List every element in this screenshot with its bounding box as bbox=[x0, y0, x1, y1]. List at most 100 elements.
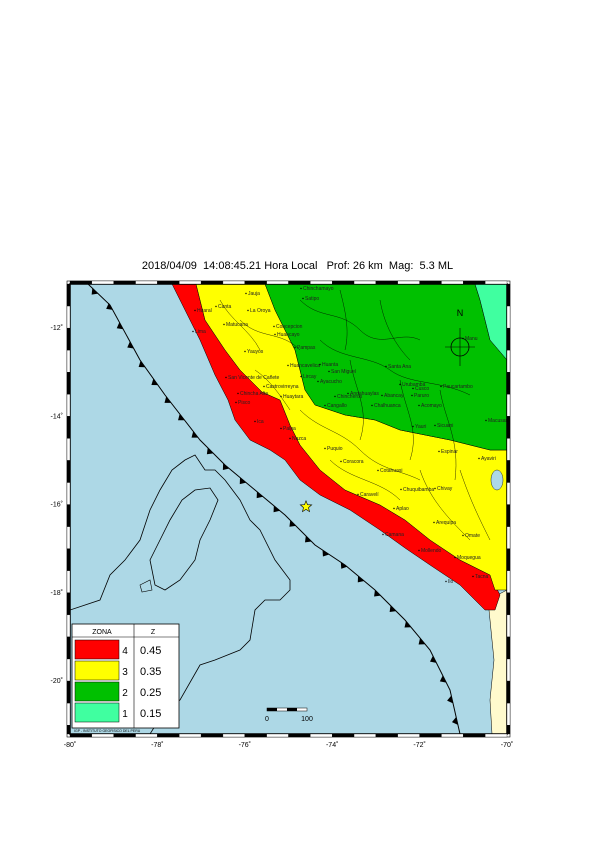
place-label: Nazca bbox=[292, 436, 306, 442]
frame-tick bbox=[506, 482, 511, 505]
place-label: Palpa bbox=[283, 426, 296, 432]
place-dot bbox=[324, 404, 326, 407]
frame-tick bbox=[353, 733, 377, 738]
place-label: Chinchamayo bbox=[303, 286, 334, 292]
x-tick-label: -78˚ bbox=[151, 741, 163, 749]
frame-tick bbox=[244, 733, 267, 738]
frame-tick bbox=[353, 280, 377, 285]
north-label: N bbox=[457, 308, 464, 318]
legend-swatch bbox=[74, 639, 120, 660]
place-dot bbox=[347, 392, 349, 395]
place-dot bbox=[438, 450, 440, 453]
place-label: Cotahuasi bbox=[380, 468, 403, 474]
frame-tick bbox=[66, 438, 71, 461]
trench-tooth bbox=[164, 396, 172, 403]
place-label: Chivay bbox=[437, 486, 453, 492]
place-label: Sicuani bbox=[437, 423, 453, 429]
frame-tick bbox=[66, 526, 71, 549]
place-dot bbox=[340, 460, 342, 463]
frame-tick bbox=[66, 305, 71, 329]
place-dot bbox=[399, 383, 401, 386]
place-dot bbox=[215, 305, 217, 308]
bathymetry-contour bbox=[70, 454, 291, 734]
frame-tick bbox=[332, 733, 355, 738]
frame-tick bbox=[266, 280, 289, 285]
place-dot bbox=[357, 493, 359, 496]
frame-tick bbox=[506, 283, 511, 307]
frame-tick bbox=[397, 733, 420, 738]
trench-tooth bbox=[404, 621, 412, 628]
place-label: Manu bbox=[465, 336, 478, 342]
trench-tooth bbox=[116, 322, 124, 330]
footer-credit: IGP - INSTITUTO GEOFISICO DEL PERU bbox=[74, 729, 141, 733]
north-arrow-icon: N bbox=[445, 308, 475, 366]
bathymetry-contour-small bbox=[139, 579, 153, 593]
legend-zone-label: 1 bbox=[122, 709, 128, 720]
frame-tick bbox=[200, 733, 224, 738]
frame-tick bbox=[66, 702, 71, 726]
place-label: Chuquibamba bbox=[403, 487, 434, 493]
place-dot bbox=[440, 385, 442, 388]
x-tick-label: -76˚ bbox=[239, 741, 251, 749]
trench-tooth bbox=[239, 477, 247, 485]
frame-tick bbox=[66, 416, 71, 439]
legend-zone-label: 2 bbox=[122, 688, 128, 699]
frame-tick bbox=[506, 394, 511, 417]
place-label: Huaytara bbox=[283, 394, 304, 400]
frame-tick bbox=[222, 280, 245, 285]
place-label: San Vicente de Cañete bbox=[228, 375, 280, 381]
frame-tick bbox=[310, 280, 333, 285]
frame-tick bbox=[157, 280, 180, 285]
frame-tick bbox=[506, 327, 511, 351]
place-label: Omate bbox=[465, 533, 480, 539]
place-dot bbox=[385, 365, 387, 368]
y-tick-label: -18˚ bbox=[51, 589, 63, 597]
trench-tooth bbox=[191, 431, 199, 438]
place-dot bbox=[225, 376, 227, 379]
frame-tick bbox=[66, 482, 71, 505]
place-label: Yauri bbox=[415, 424, 426, 430]
place-label: Mollendo bbox=[421, 548, 442, 554]
trench-tooth bbox=[178, 413, 185, 421]
place-label: Huancayo bbox=[277, 332, 300, 338]
place-label: Ayacucho bbox=[320, 379, 342, 385]
trench-tooth bbox=[340, 562, 348, 569]
place-label: Concepcion bbox=[276, 324, 303, 330]
legend-swatch bbox=[74, 660, 120, 681]
frame-tick bbox=[66, 636, 71, 660]
place-dot bbox=[377, 469, 379, 472]
legend-swatch bbox=[74, 702, 120, 723]
frame-tick bbox=[66, 350, 71, 373]
place-label: Abancay bbox=[384, 393, 404, 399]
trench-tooth bbox=[439, 675, 447, 683]
trench-tooth bbox=[451, 717, 458, 725]
epicenter-star-icon[interactable] bbox=[299, 499, 313, 513]
place-label: Cusco bbox=[415, 386, 429, 392]
place-label: Satipo bbox=[305, 296, 319, 302]
legend-header-z: Z bbox=[151, 629, 156, 636]
x-axis-ticks: -80˚ -78˚ -76˚ -74˚ -72˚ -70˚ bbox=[64, 741, 513, 749]
frame-tick bbox=[66, 614, 71, 638]
place-dot bbox=[381, 394, 383, 397]
frame-tick bbox=[484, 733, 508, 738]
frame-tick bbox=[91, 733, 114, 738]
frame-ticks bbox=[66, 280, 511, 738]
place-label: Aplao bbox=[396, 506, 409, 512]
frame-tick bbox=[310, 733, 333, 738]
place-label: Andahuaylas bbox=[350, 391, 379, 397]
place-dot bbox=[223, 323, 225, 326]
place-labels: Chinchamayo Satipo Jauja Canta La Oroya Huara… bbox=[192, 286, 509, 585]
frame-tick bbox=[288, 733, 311, 738]
place-label: Lima bbox=[195, 329, 206, 335]
trench-tooth bbox=[151, 378, 158, 386]
place-label: Chincha Alta bbox=[240, 391, 268, 397]
frame-tick bbox=[66, 283, 71, 307]
frame-tick bbox=[506, 592, 511, 616]
place-dot bbox=[302, 297, 304, 300]
frame-tick bbox=[441, 280, 464, 285]
trench-tooth bbox=[91, 288, 99, 295]
frame-tick bbox=[506, 725, 511, 735]
trench-tooth bbox=[206, 447, 214, 455]
place-dot bbox=[485, 419, 487, 422]
